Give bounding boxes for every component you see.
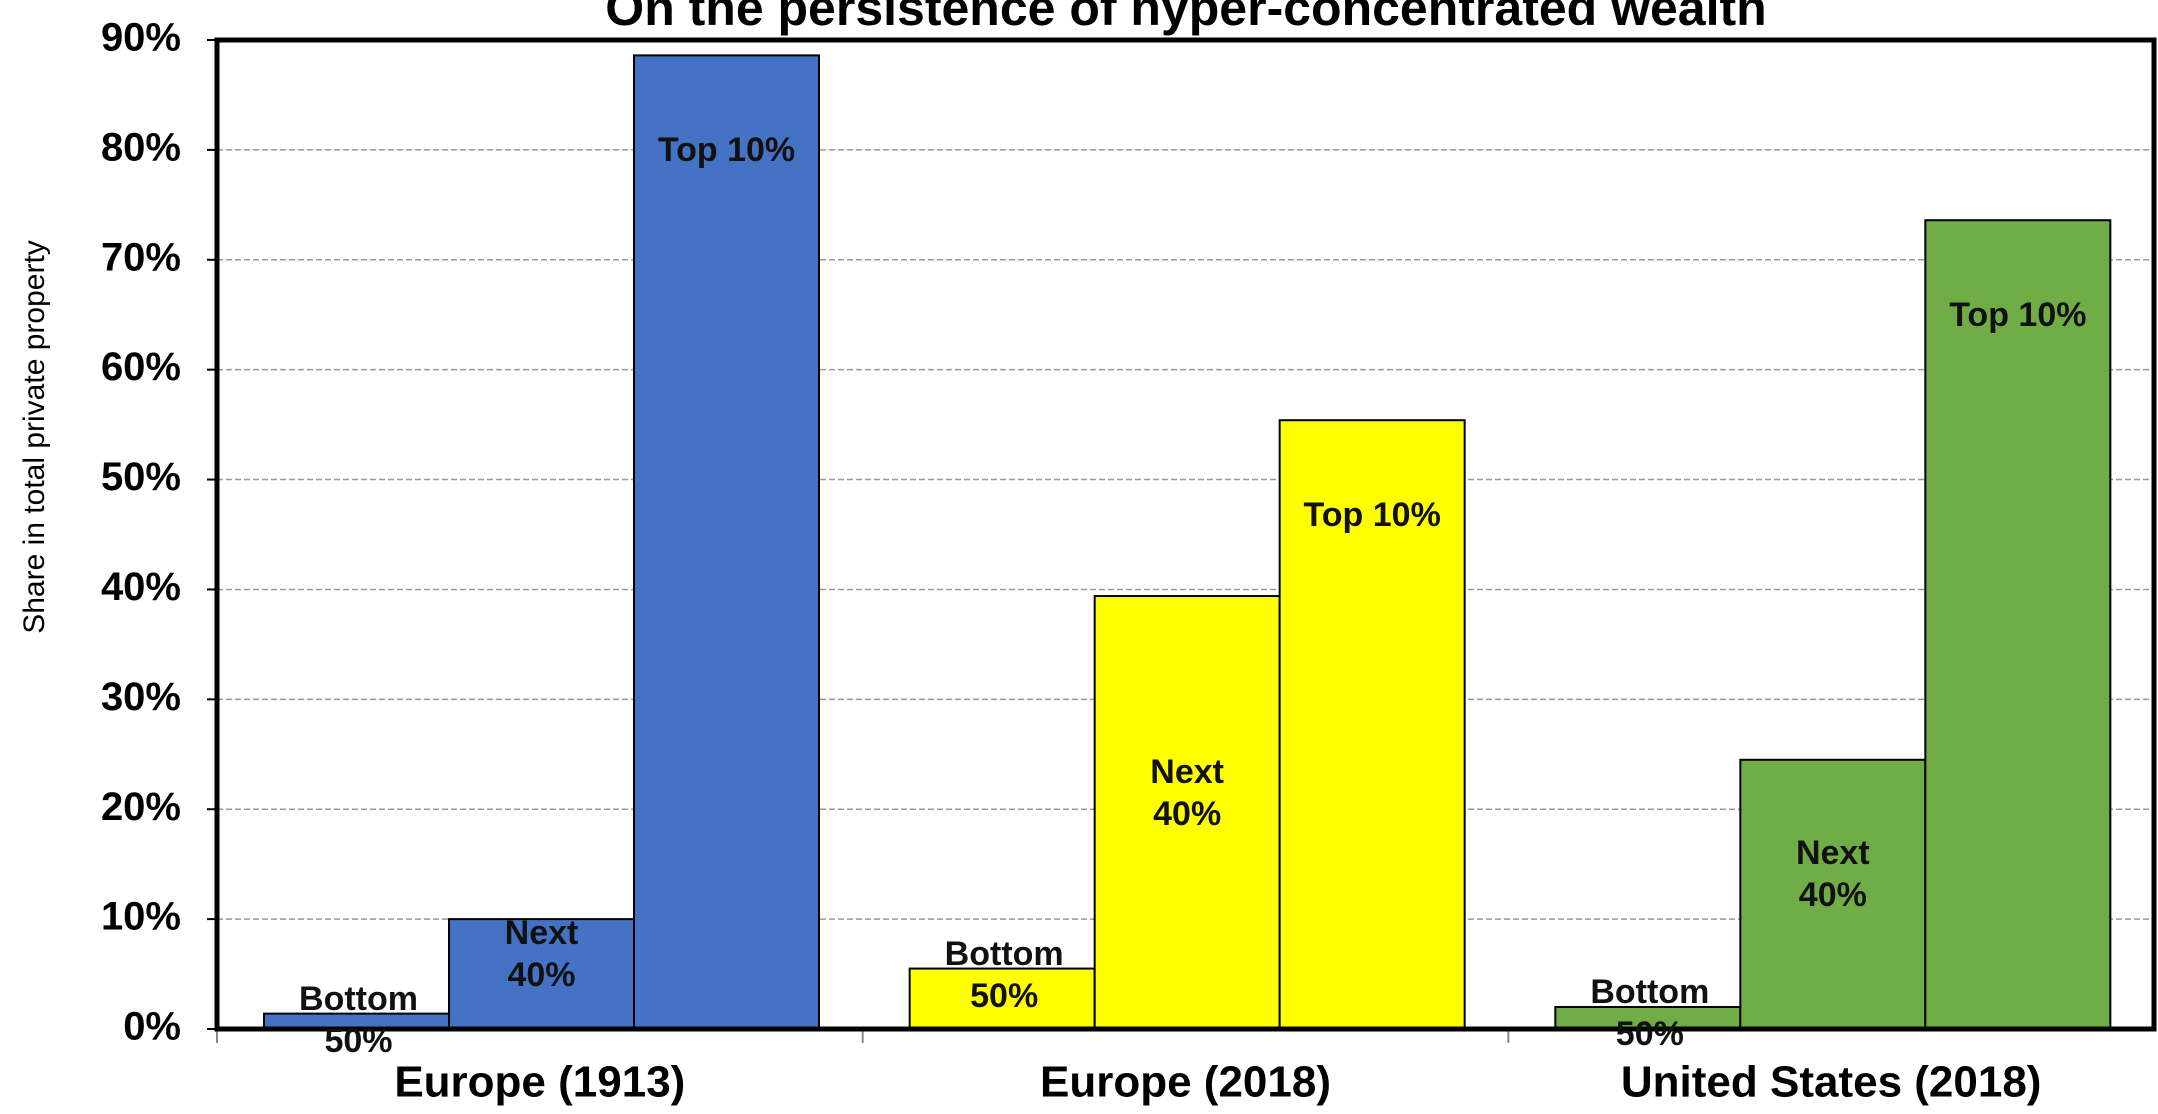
bar-label: Next 40% — [1795, 834, 1870, 915]
x-tick-label: Europe (1913) — [394, 1058, 685, 1107]
plot-frame — [214, 37, 2157, 1032]
bar-label: Next 40% — [1150, 752, 1224, 833]
y-tick-label: 50% — [101, 455, 181, 499]
y-tick-label: 40% — [101, 565, 181, 609]
bar — [1093, 595, 1281, 1030]
x-tick-label: United States (2018) — [1621, 1058, 2042, 1107]
bar — [1924, 219, 2112, 1030]
y-tick-label: 60% — [101, 345, 181, 389]
bar-label: Bottom 50% — [944, 934, 1064, 1015]
bar — [448, 918, 635, 1030]
bar-label: Top 10% — [1949, 296, 2087, 335]
y-axis-label: Share in total private property — [18, 240, 51, 634]
chart-title: On the persistence of hyper-concentrated… — [605, 0, 1766, 36]
bar-label: Bottom 50% — [1590, 973, 1710, 1054]
bar — [1739, 758, 1927, 1030]
y-tick-label: 10% — [101, 895, 181, 939]
bar — [633, 54, 820, 1030]
y-tick-label: 20% — [101, 785, 181, 829]
y-tick-label: 0% — [123, 1005, 181, 1049]
bar-label: Top 10% — [1303, 496, 1441, 535]
y-tick-label: 70% — [101, 235, 181, 279]
bar-label: Bottom 50% — [299, 979, 418, 1060]
y-tick-label: 30% — [101, 675, 181, 719]
bar-label: Next 40% — [504, 914, 579, 995]
bar-label: Top 10% — [657, 131, 796, 170]
y-tick-label: 80% — [101, 125, 181, 169]
x-tick-label: Europe (2018) — [1040, 1058, 1331, 1107]
y-tick-label: 90% — [101, 16, 181, 60]
